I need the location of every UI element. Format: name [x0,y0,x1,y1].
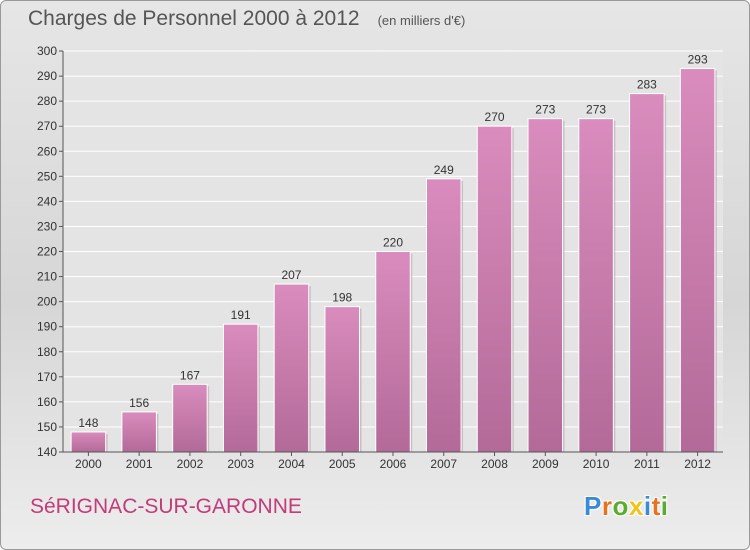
bars [70,68,717,453]
y-tick-label: 290 [37,69,57,83]
y-tick-label: 150 [37,420,57,434]
x-tick-label: 2008 [481,457,508,471]
y-tick-label: 250 [37,169,57,183]
bar [679,68,716,453]
y-tick-label: 200 [37,295,57,309]
x-tick-label: 2004 [278,457,305,471]
bar-value-label: 156 [129,396,149,410]
logo-letter: P [584,491,602,521]
y-tick-label: 300 [37,44,57,58]
bar-value-label: 220 [383,236,403,250]
x-tick-label: 2002 [177,457,204,471]
bar [476,125,513,453]
bar [273,283,310,453]
y-tick-label: 220 [37,245,57,259]
x-tick-label: 2005 [329,457,356,471]
bar-value-label: 293 [688,53,708,67]
bar-value-label: 273 [586,103,606,117]
chart-subtitle: (en milliers d'€) [377,13,466,28]
bar [527,118,564,453]
bar-value-label: 148 [78,416,98,430]
x-tick-label: 2012 [684,457,711,471]
title-block: Charges de Personnel 2000 à 2012 (en mil… [28,7,465,31]
bar [121,411,157,453]
axes: 140 150 160 170 180 190 200 210 220 230 240 250 260 2… [37,44,723,471]
bar-value-label: 167 [180,368,200,382]
bar-value-label: 249 [434,163,454,177]
city-name: SéRIGNAC-SUR-GARONNE [30,495,302,518]
y-tick-label: 270 [37,119,57,133]
y-tick-label: 240 [37,194,57,208]
y-tick-label: 230 [37,219,57,233]
y-tick-label: 210 [37,270,57,284]
bar [426,178,462,453]
proxiti-logo: Proxiti [584,491,668,522]
y-tick-label: 260 [37,144,57,158]
bar-value-label: 207 [281,268,301,282]
chart-title: Charges de Personnel 2000 à 2012 [28,7,360,30]
logo-letter: i [643,491,652,521]
logo-letter: r [601,491,613,521]
y-tick-label: 180 [37,345,57,359]
x-tick-label: 2006 [380,457,407,471]
bar-value-label: 270 [485,110,505,124]
y-tick-label: 280 [37,94,57,108]
y-tick-label: 170 [37,370,57,384]
bar [222,323,259,453]
bar [324,306,360,453]
bar [375,251,411,453]
bar-value-label: 273 [535,103,555,117]
y-tick-label: 140 [37,445,57,459]
logo-letter: t [651,491,661,521]
logo-letter: i [660,491,669,521]
bar-value-label: 198 [332,291,352,305]
logo-letter: o [612,491,629,521]
x-tick-label: 2000 [75,457,102,471]
x-tick-label: 2003 [227,457,254,471]
bar [578,118,614,453]
bar-value-label: 191 [231,308,251,322]
y-tick-label: 160 [37,395,57,409]
x-tick-label: 2011 [634,457,660,471]
x-tick-label: 2010 [583,457,610,471]
x-tick-label: 2001 [126,457,153,471]
y-tick-label: 190 [37,320,57,334]
bar [70,431,107,453]
logo-letter: x [628,491,644,521]
bar [172,383,208,453]
x-tick-label: 2007 [430,457,457,471]
bar [629,93,665,453]
bar-value-label: 283 [637,78,657,92]
x-tick-label: 2009 [532,457,559,471]
